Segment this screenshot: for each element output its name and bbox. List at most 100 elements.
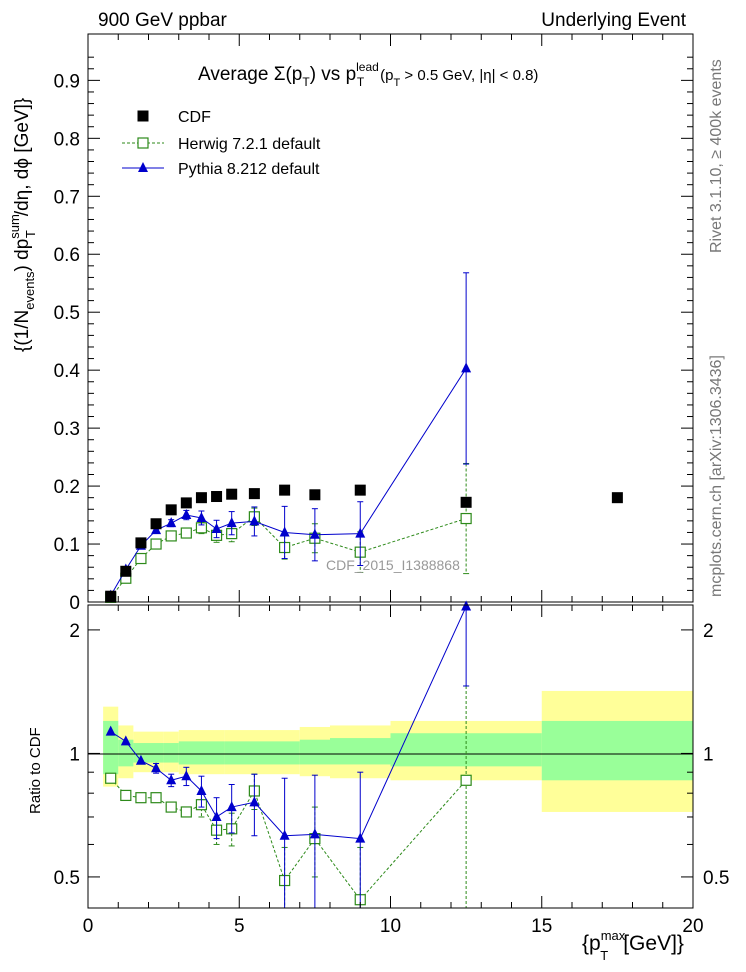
cdf-point	[248, 488, 260, 500]
pythia-point	[151, 762, 162, 773]
ratio-plot-panel: 0 5 10 15 20 0.5 0.5 1 1 2 2 Ratio to CDF	[27, 600, 729, 937]
ratio-band-green	[148, 743, 164, 763]
legend-cdf-label: CDF	[178, 109, 211, 126]
cdf-point	[150, 518, 162, 530]
cdf-point	[165, 504, 177, 516]
herwig-point	[180, 527, 192, 539]
pythia-point	[181, 770, 192, 781]
x-tick-label: 15	[531, 916, 552, 937]
pythia-point	[279, 526, 290, 537]
main-y-tick-label: 0.8	[54, 129, 80, 150]
pythia-point	[249, 796, 260, 807]
ratio-band-green	[224, 741, 300, 765]
ratio-y-tick-label: 2	[69, 621, 80, 642]
pythia-point	[226, 517, 237, 528]
watermark-label: CDF_2015_I1388868	[326, 557, 460, 573]
svg-text:{(1/Nevents) dpsumT/dη, dϕ [Ge: {(1/Nevents) dpsumT/dη, dϕ [GeV]}	[7, 98, 38, 352]
herwig-point	[165, 801, 177, 813]
main-y-tick-label: 0.7	[54, 187, 80, 208]
pythia-point	[461, 600, 472, 611]
ratio-y-tick-label-right: 0.5	[703, 868, 729, 889]
legend: CDF Herwig 7.2.1 default Pythia 8.212 defa…	[122, 109, 321, 178]
x-axis-label: {pmax T[GeV]}	[582, 928, 684, 963]
pythia-point	[135, 754, 146, 765]
cdf-point	[120, 565, 132, 577]
header-left-label: 900 GeV ppbar	[98, 10, 228, 31]
ratio-band-green	[541, 720, 693, 781]
herwig-point	[135, 792, 147, 804]
cdf-point	[226, 488, 238, 500]
legend-herwig-marker	[137, 137, 149, 149]
cdf-point	[105, 590, 117, 602]
herwig-point	[135, 552, 147, 565]
ratio-y-axis-label: Ratio to CDF	[27, 727, 44, 814]
main-y-tick-label: 0.6	[54, 245, 80, 266]
ratio-plot-frame	[87, 604, 694, 909]
cdf-point	[460, 496, 472, 508]
pythia-point	[105, 725, 116, 736]
main-y-tick-label: 0.5	[54, 303, 80, 324]
pythia-point	[309, 528, 320, 539]
main-plot-frame	[87, 33, 694, 603]
pythia-point	[309, 828, 320, 839]
ratio-y-tick-label-right: 1	[703, 744, 714, 765]
cdf-point	[195, 492, 207, 504]
pythia-point	[196, 511, 207, 522]
cdf-point	[211, 491, 223, 503]
herwig-point	[120, 789, 132, 802]
pythia-point	[181, 509, 192, 520]
main-y-tick-label: 0.1	[54, 535, 80, 556]
cdf-point	[180, 497, 192, 509]
rivet-side-label: Rivet 3.1.10, ≥ 400k events	[708, 59, 725, 253]
ratio-band-green	[163, 743, 179, 763]
pythia-point	[355, 527, 366, 538]
pythia-point	[355, 832, 366, 843]
main-y-tick-label: 0.2	[54, 477, 80, 498]
pythia-point	[226, 801, 237, 812]
ratio-band-green	[299, 739, 330, 765]
pythia-point	[196, 784, 207, 795]
header-right-label: Underlying Event	[541, 10, 686, 31]
herwig-point	[150, 538, 162, 550]
main-y-tick-label: 0.9	[54, 71, 80, 92]
ratio-band-green	[330, 738, 391, 765]
pythia-point	[120, 735, 131, 746]
legend-pythia-label: Pythia 8.212 default	[178, 161, 320, 178]
pythia-point	[211, 522, 222, 533]
pythia-line	[110, 606, 467, 840]
herwig-point	[105, 772, 117, 784]
ratio-y-tick-label: 0.5	[54, 868, 80, 889]
pythia-point	[166, 774, 177, 785]
ratio-y-tick-label-right: 2	[703, 621, 714, 642]
ratio-band-green	[133, 743, 149, 763]
ratio-y-tick-label: 1	[69, 744, 80, 765]
herwig-point	[165, 530, 177, 542]
ratio-band-green	[178, 741, 225, 765]
main-y-axis-label: {(1/Nevents) dpsumT/dη, dϕ [GeV]}	[7, 98, 38, 352]
herwig-point	[460, 774, 472, 786]
main-y-tick-label: 0	[69, 593, 80, 614]
main-plot-panel: 0 0.1 0.2 0.3 0.4 0.5 0.6 0.7 0.8 0.9 Average Σ(p…	[7, 33, 694, 614]
x-tick-label: 10	[380, 916, 401, 937]
pythia-point	[249, 515, 260, 526]
herwig-point	[460, 512, 472, 525]
main-y-tick-label: 0.3	[54, 419, 80, 440]
legend-cdf-marker	[137, 110, 149, 122]
legend-herwig-label: Herwig 7.2.1 default	[178, 136, 321, 153]
cdf-point	[135, 537, 147, 549]
cdf-point	[354, 484, 366, 496]
pythia-point	[279, 829, 290, 840]
main-y-tick-label: 0.4	[54, 361, 81, 382]
x-tick-label: 5	[234, 916, 245, 937]
pythia-point	[166, 517, 177, 528]
x-tick-label: 0	[83, 916, 94, 937]
cdf-point	[611, 492, 623, 504]
x-tick-label: 20	[682, 916, 703, 937]
legend-pythia-marker	[138, 162, 148, 172]
cdf-point	[279, 484, 291, 496]
mcplots-side-label: mcplots.cern.ch [arXiv:1306.3436]	[708, 355, 725, 597]
cdf-point	[309, 489, 321, 501]
pythia-point	[211, 810, 222, 821]
